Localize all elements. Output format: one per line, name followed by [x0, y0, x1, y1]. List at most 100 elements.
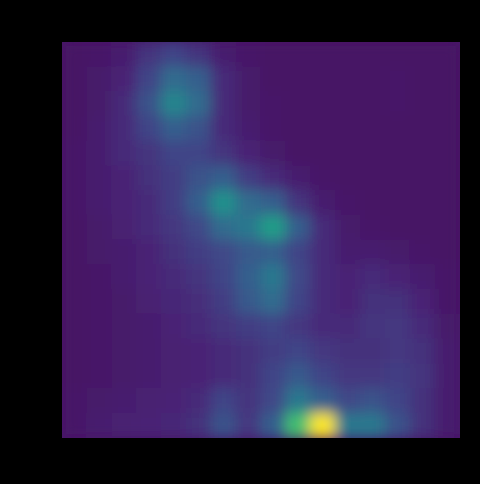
heatmap-cell [360, 264, 386, 290]
heatmap-cell [136, 165, 162, 191]
heatmap-cell [360, 91, 386, 117]
heatmap-cell [136, 240, 162, 266]
heatmap-cell [261, 240, 287, 266]
heatmap-cell [62, 116, 87, 142]
heatmap-cell [111, 215, 137, 241]
heatmap-cell [261, 42, 287, 67]
heatmap-cell [86, 363, 112, 389]
heatmap-cell [211, 116, 237, 142]
heatmap-cell [410, 264, 436, 290]
plot-background [62, 42, 460, 438]
heatmap-cell [136, 141, 162, 167]
chart [0, 0, 480, 484]
heatmap-cell [236, 363, 262, 389]
heatmap-cell [186, 289, 212, 315]
heatmap-cell [261, 165, 287, 191]
heatmap-cell [236, 339, 262, 365]
heatmap-cell [285, 66, 311, 92]
heatmap-cell [285, 289, 311, 315]
heatmap-cell [335, 339, 361, 365]
heatmap-cell [236, 289, 262, 315]
heatmap-cell [385, 388, 411, 414]
heatmap-cell [86, 141, 112, 167]
heatmap-cell [86, 165, 112, 191]
heatmap-cell [385, 264, 411, 290]
heatmap-cell [385, 116, 411, 142]
heatmap-cell [435, 264, 460, 290]
heatmap-cell [161, 264, 187, 290]
heatmap-cell [236, 388, 262, 414]
heatmap-cell [186, 215, 212, 241]
heatmap-cell [211, 363, 237, 389]
heatmap-cell [186, 116, 212, 142]
heatmap-cell [161, 215, 187, 241]
heatmap-cell [186, 413, 212, 438]
heatmap-cell [285, 42, 311, 67]
heatmap-cell [410, 388, 436, 414]
heatmap-cell [360, 363, 386, 389]
heatmap-cell [211, 141, 237, 167]
heatmap-cell [435, 240, 460, 266]
heatmap-cell [261, 190, 287, 216]
heatmap-cell [236, 240, 262, 266]
heatmap-cell [111, 66, 137, 92]
heatmap-cell [261, 215, 287, 241]
heatmap-cell [285, 240, 311, 266]
heatmap-cell [335, 190, 361, 216]
heatmap-cell [236, 91, 262, 117]
heatmap-cell [435, 42, 460, 67]
heatmap-cell [161, 66, 187, 92]
heatmap-cell [136, 190, 162, 216]
heatmap-cell [136, 314, 162, 340]
heatmap-cell [136, 339, 162, 365]
heatmap-cell [62, 91, 87, 117]
heatmap-cell [111, 388, 137, 414]
heatmap-cell [136, 42, 162, 67]
heatmap-cell [211, 240, 237, 266]
heatmap-cell [385, 339, 411, 365]
heatmap-cell [285, 215, 311, 241]
heatmap-cell [62, 314, 87, 340]
heatmap-cell [186, 388, 212, 414]
heatmap-cell [186, 363, 212, 389]
heatmap-cell [435, 314, 460, 340]
heatmap-cell [186, 141, 212, 167]
heatmap-cell [86, 264, 112, 290]
heatmap-cell [136, 264, 162, 290]
heatmap-cell [335, 141, 361, 167]
heatmap-cell [111, 116, 137, 142]
heatmap-cell [236, 264, 262, 290]
heatmap-cell [186, 42, 212, 67]
heatmap-cell [161, 240, 187, 266]
heatmap-cell [211, 289, 237, 315]
background [0, 0, 480, 484]
heatmap-cell [410, 116, 436, 142]
heatmap-cell [360, 190, 386, 216]
heatmap-cell [310, 66, 336, 92]
heatmap-cell [111, 339, 137, 365]
heatmap-cell [186, 190, 212, 216]
heatmap-cell [111, 314, 137, 340]
heatmap-cell [435, 215, 460, 241]
heatmap-cell [310, 215, 336, 241]
heatmap-cell [161, 339, 187, 365]
heatmap-cell [385, 42, 411, 67]
heatmap-cell [261, 388, 287, 414]
heatmap-cell [136, 363, 162, 389]
heatmap-cell [186, 66, 212, 92]
heatmap-cell [211, 215, 237, 241]
heatmap-cell [335, 264, 361, 290]
heatmap-cell [360, 165, 386, 191]
heatmap-cell [111, 91, 137, 117]
heatmap-cell [410, 42, 436, 67]
heatmap-cell [385, 190, 411, 216]
heatmap-cell [285, 314, 311, 340]
heatmap-cell [385, 141, 411, 167]
heatmap-cell [211, 66, 237, 92]
heatmap-cell [62, 215, 87, 241]
heatmap-cell [136, 116, 162, 142]
heatmap-cell [310, 240, 336, 266]
heatmap-cell [111, 240, 137, 266]
heatmap-cell [161, 388, 187, 414]
heatmap-cell [335, 66, 361, 92]
